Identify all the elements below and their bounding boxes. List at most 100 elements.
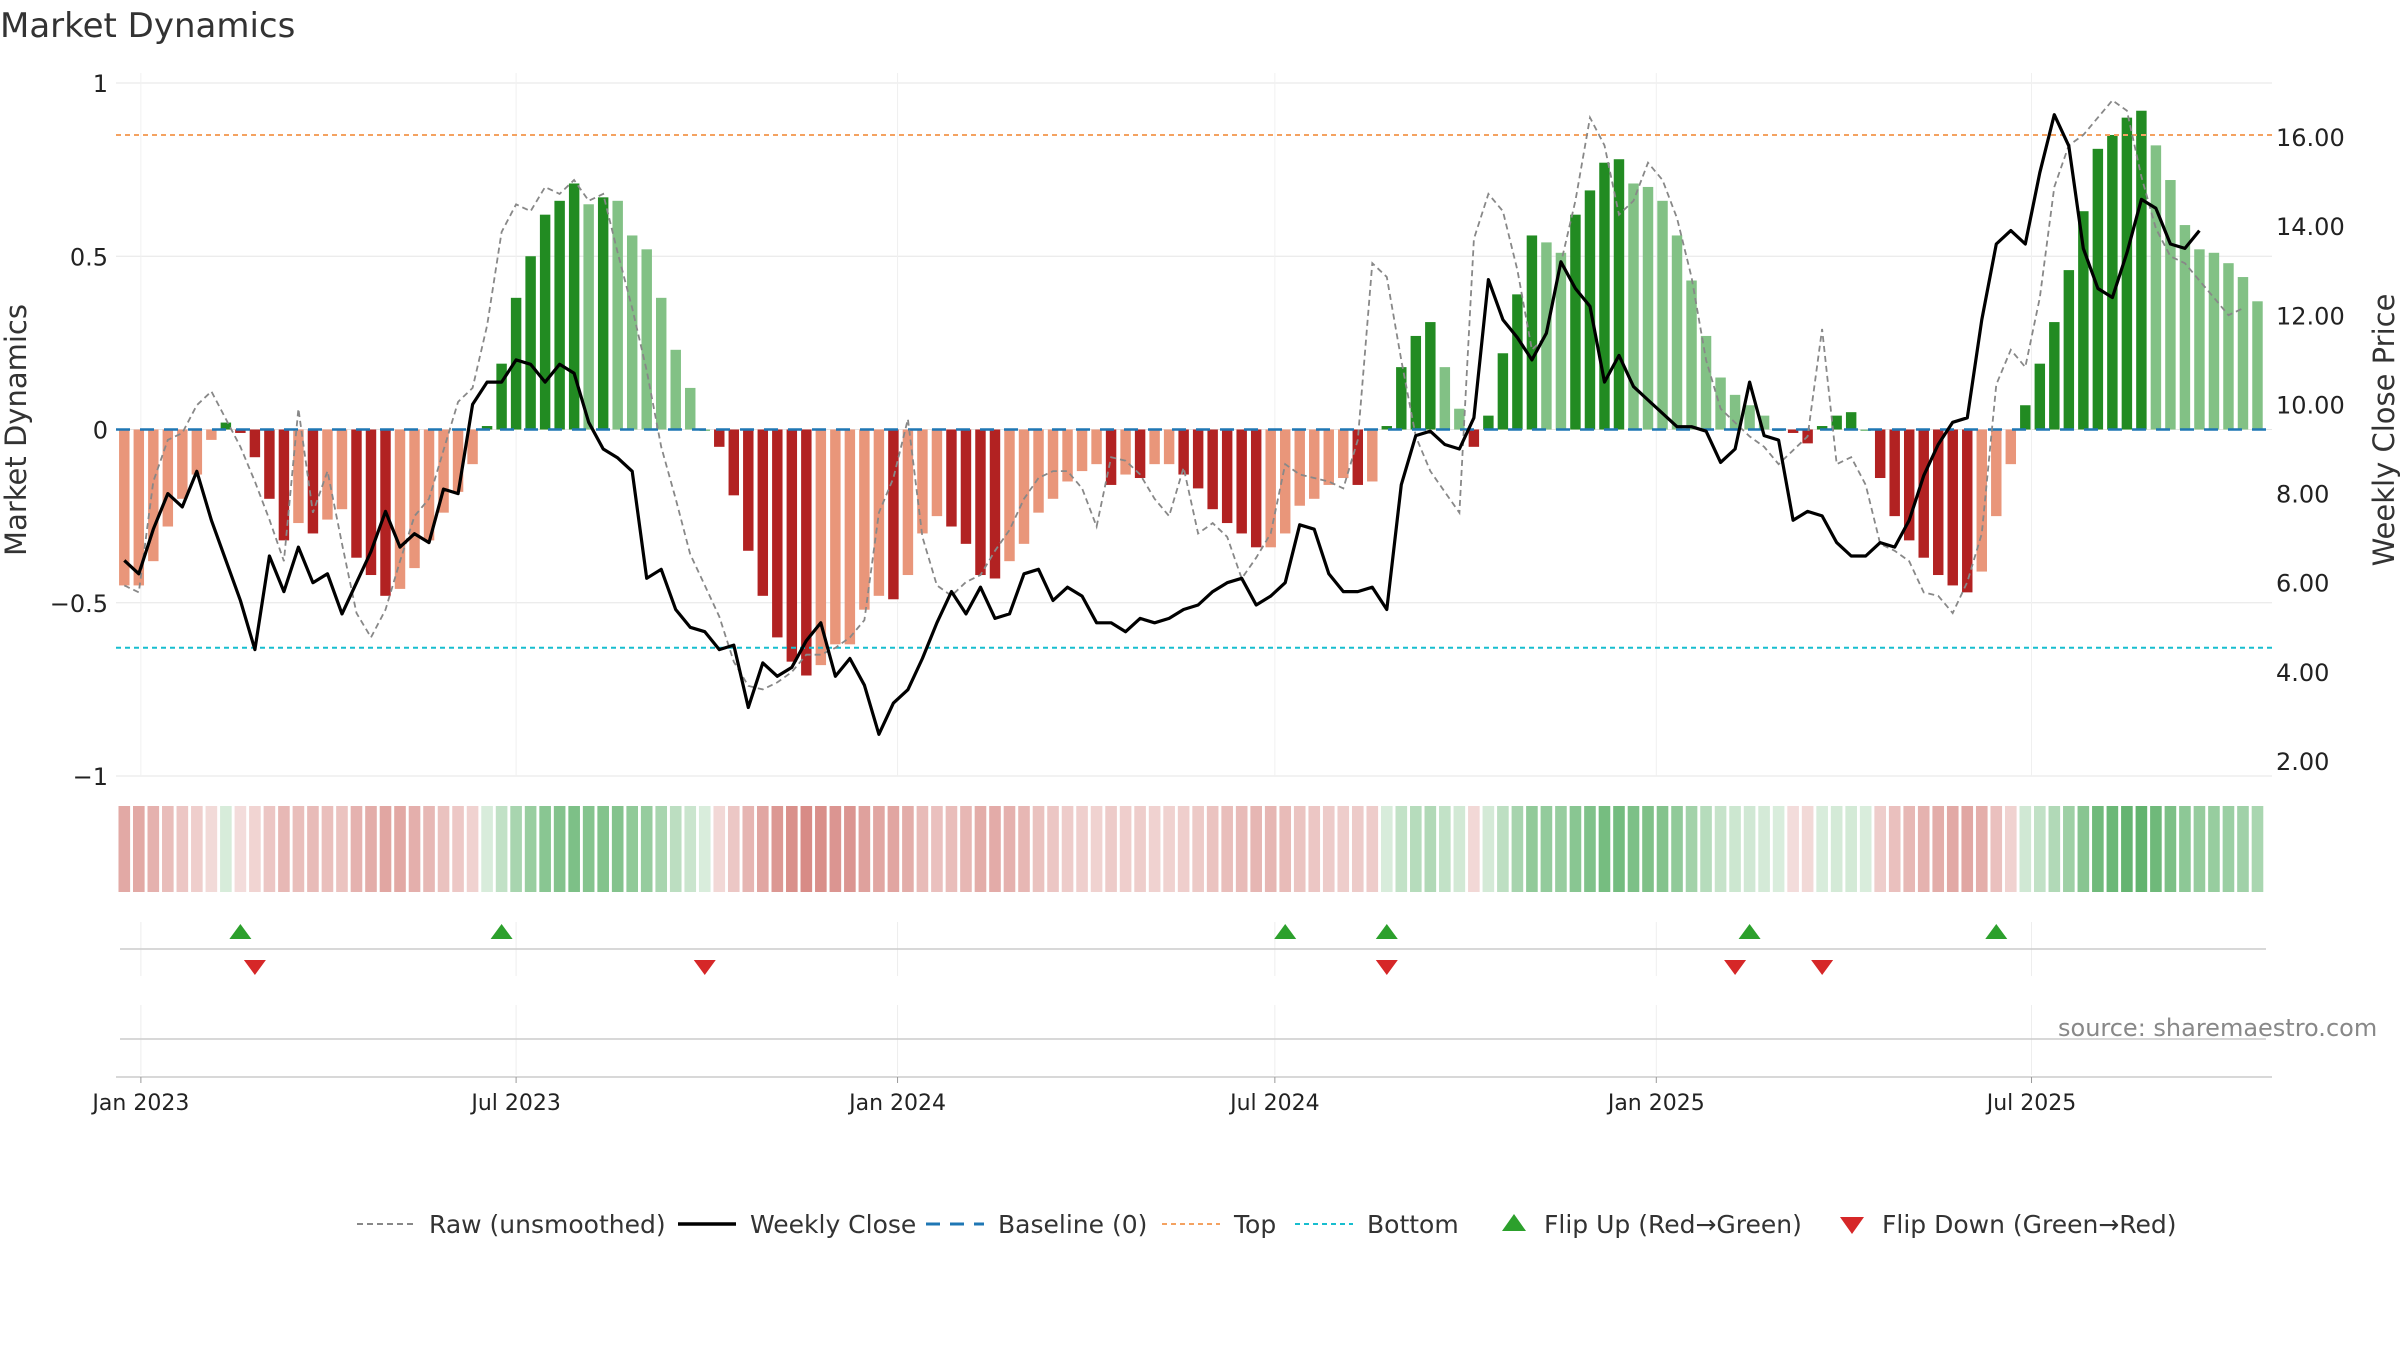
strip-cell [1859, 806, 1872, 892]
dynamics-bar [743, 429, 754, 551]
strip-cell [1685, 806, 1698, 892]
dynamics-bar [1526, 235, 1538, 430]
x-tick-label: Jan 2024 [847, 1091, 946, 1116]
heat-strip [118, 806, 2264, 892]
strip-cell [1511, 806, 1524, 892]
strip-cell [2150, 806, 2162, 892]
strip-cell [1032, 806, 1045, 892]
dynamics-bar [772, 429, 783, 638]
bars-layer [119, 110, 2263, 676]
strip-cell [278, 806, 290, 892]
dynamics-bar [597, 197, 609, 430]
dynamics-bar [1483, 415, 1494, 430]
strip-cell [2063, 806, 2075, 892]
strip-cell [887, 806, 900, 892]
strip-cell [1308, 806, 1321, 892]
dynamics-bar [2078, 211, 2089, 430]
strip-cell [1090, 806, 1103, 892]
dynamics-bar [133, 429, 145, 586]
strip-cell [423, 806, 435, 892]
strip-cell [945, 806, 958, 892]
dynamics-bar [162, 429, 174, 527]
strip-cell [727, 806, 740, 892]
strip-cell [263, 806, 276, 892]
x-tick-label: Jan 2025 [1606, 1091, 1705, 1116]
strip-cell [1395, 806, 1408, 892]
dynamics-bar [1004, 429, 1015, 562]
strip-cell [1148, 806, 1161, 892]
raw-series-line [123, 99, 2244, 691]
dynamics-bar [1874, 429, 1886, 479]
flip-up-marker [1738, 924, 1761, 939]
dynamics-bar [728, 429, 740, 496]
strip-cell [1569, 806, 1582, 892]
strip-cell [307, 806, 319, 892]
strip-cell [1380, 806, 1393, 892]
strip-cell [1845, 806, 1857, 892]
strip-cell [1119, 806, 1132, 892]
strip-cell [1540, 806, 1553, 892]
dynamics-bar [1686, 280, 1697, 430]
axes-layer: 1 0.5 0 −0.5 −1 16.00 14.00 12.00 10.00 8.00 6.00 4… [0, 70, 2400, 791]
strip-cell [626, 806, 639, 892]
right-axis-title: Weekly Close Price [2367, 294, 2400, 567]
dynamics-bar [1178, 429, 1189, 475]
strip-cell [1975, 806, 1988, 892]
strip-cell [1932, 806, 1945, 892]
strip-cell [771, 806, 784, 892]
strip-cell [1946, 806, 1959, 892]
strip-cell [1279, 806, 1292, 892]
dynamics-bar [1599, 162, 1610, 430]
dynamics-bar [641, 249, 652, 430]
strip-cell [974, 806, 987, 892]
dynamics-bar [1076, 429, 1088, 472]
dynamics-bar [1715, 377, 1726, 430]
dynamics-bar [801, 429, 812, 676]
strip-cell [147, 806, 160, 892]
strip-cell [524, 806, 537, 892]
dynamics-bar [1062, 429, 1073, 482]
strip-cell [1990, 806, 2003, 892]
dynamics-bar [786, 429, 798, 662]
dynamics-bar [539, 214, 551, 430]
dynamics-bar [931, 429, 943, 517]
strip-cell [408, 806, 421, 892]
flip-down-marker [693, 960, 716, 975]
dynamics-bar [1555, 252, 1567, 430]
dynamics-bar [554, 200, 565, 430]
dynamics-bar [423, 429, 435, 541]
dynamics-bar [1991, 429, 2002, 517]
strip-cell [132, 806, 145, 892]
strip-cell [1468, 806, 1480, 892]
strip-cell [118, 806, 131, 892]
dynamics-bar [1831, 415, 1842, 430]
dynamics-bar [1091, 429, 1102, 465]
strip-cell [698, 806, 711, 892]
dynamics-bar [1947, 429, 1958, 586]
dynamics-bar [2165, 180, 2176, 430]
dynamics-bar [989, 429, 1001, 579]
legend-symbol-flip-down [1840, 1217, 1864, 1234]
raw-series-layer [123, 99, 2244, 691]
dynamics-bar [1134, 429, 1146, 479]
dynamics-bar [888, 429, 899, 600]
dynamics-bar [1381, 426, 1393, 430]
dynamics-bar [583, 204, 594, 430]
strip-cell [1018, 806, 1030, 892]
strip-cell [844, 806, 856, 892]
strip-cell [2193, 806, 2206, 892]
strip-cell [1917, 806, 1930, 892]
dynamics-bar [1671, 235, 1683, 430]
dynamics-bar [612, 200, 623, 430]
dynamics-bar [685, 387, 696, 430]
right-tick-label: 14.00 [2276, 213, 2345, 241]
strip-cell [1410, 806, 1422, 892]
dynamics-bar [2237, 277, 2249, 430]
dynamics-bar [496, 363, 507, 430]
dynamics-bar [1425, 322, 1436, 430]
strip-cell [1714, 806, 1727, 892]
strip-cell [2034, 806, 2046, 892]
strip-cell [2237, 806, 2249, 892]
strip-cell [989, 806, 1001, 892]
dynamics-bar [1454, 408, 1465, 430]
